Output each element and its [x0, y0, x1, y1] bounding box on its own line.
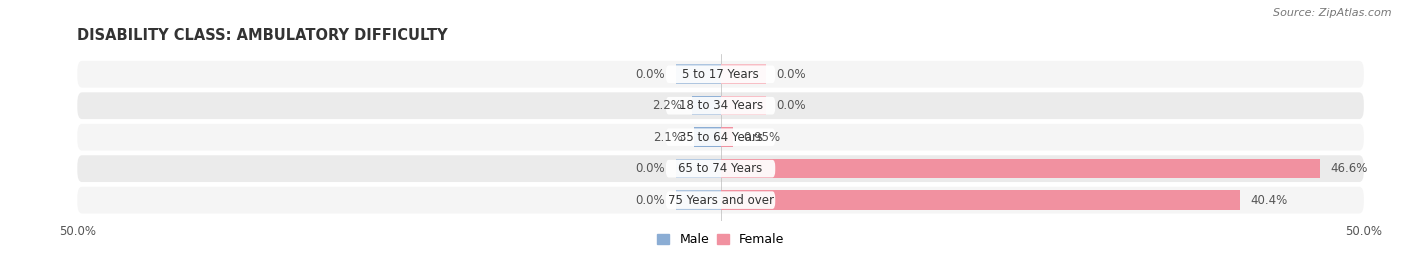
Text: 75 Years and over: 75 Years and over [668, 194, 773, 207]
Text: 0.0%: 0.0% [636, 194, 665, 207]
Bar [693, 128, 721, 147]
FancyBboxPatch shape [666, 191, 775, 209]
Text: 40.4%: 40.4% [1250, 194, 1288, 207]
Legend: Male, Female: Male, Female [652, 228, 789, 251]
FancyBboxPatch shape [666, 97, 775, 115]
Bar [721, 96, 766, 115]
FancyBboxPatch shape [666, 65, 775, 83]
Text: Source: ZipAtlas.com: Source: ZipAtlas.com [1274, 8, 1392, 18]
Text: 18 to 34 Years: 18 to 34 Years [679, 99, 762, 112]
Bar [675, 190, 721, 210]
Text: 0.0%: 0.0% [776, 68, 806, 81]
Bar [675, 65, 721, 84]
Text: 65 to 74 Years: 65 to 74 Years [679, 162, 762, 175]
FancyBboxPatch shape [77, 187, 1364, 214]
Text: 2.2%: 2.2% [652, 99, 682, 112]
Bar [692, 96, 721, 115]
Text: 5 to 17 Years: 5 to 17 Years [682, 68, 759, 81]
FancyBboxPatch shape [77, 92, 1364, 119]
FancyBboxPatch shape [77, 124, 1364, 151]
Bar [721, 190, 1240, 210]
Text: DISABILITY CLASS: AMBULATORY DIFFICULTY: DISABILITY CLASS: AMBULATORY DIFFICULTY [77, 28, 449, 43]
Bar [721, 159, 1320, 178]
FancyBboxPatch shape [666, 128, 775, 146]
Bar [675, 159, 721, 178]
Text: 2.1%: 2.1% [654, 131, 683, 144]
Text: 46.6%: 46.6% [1330, 162, 1368, 175]
Text: 0.0%: 0.0% [636, 68, 665, 81]
Bar [721, 128, 733, 147]
Text: 0.0%: 0.0% [636, 162, 665, 175]
Bar [721, 65, 766, 84]
FancyBboxPatch shape [666, 160, 775, 178]
FancyBboxPatch shape [77, 155, 1364, 182]
FancyBboxPatch shape [77, 61, 1364, 88]
Text: 0.95%: 0.95% [744, 131, 780, 144]
Text: 0.0%: 0.0% [776, 99, 806, 112]
Text: 35 to 64 Years: 35 to 64 Years [679, 131, 762, 144]
